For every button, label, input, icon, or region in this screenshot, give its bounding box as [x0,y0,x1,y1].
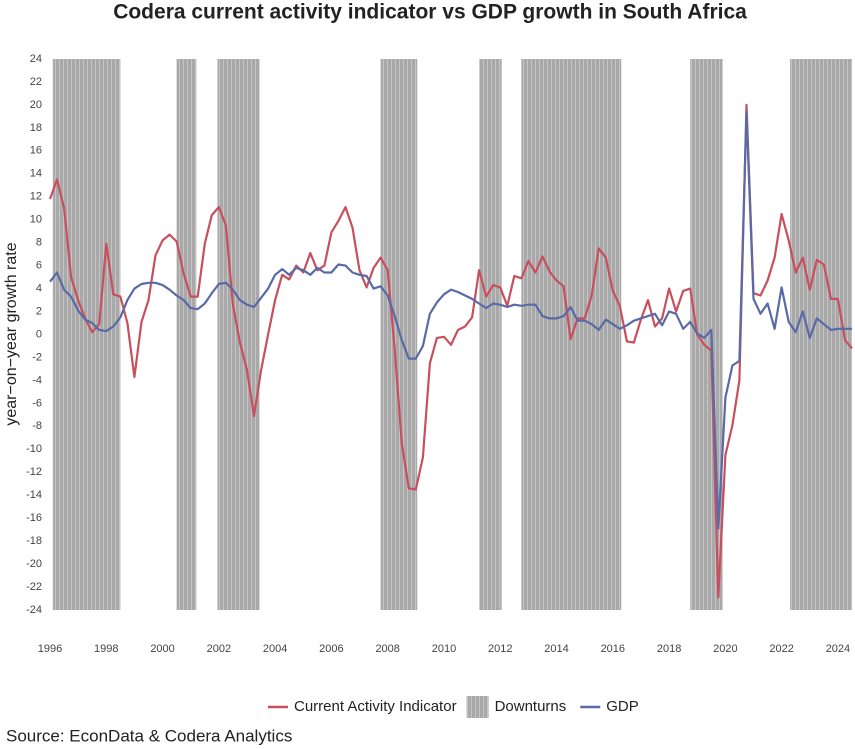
x-tick-label: 2018 [657,643,681,655]
y-tick-label: -2 [32,351,42,363]
y-tick-label: 20 [30,99,42,111]
y-tick-label: -10 [26,443,42,455]
x-tick-label: 2022 [769,643,793,655]
y-tick-label: 18 [30,122,42,134]
y-tick-label: 10 [30,214,42,226]
x-tick-label: 2004 [263,643,287,655]
downturn-band [176,59,197,610]
y-tick-label: -16 [26,512,42,524]
downturn-band [380,59,418,610]
y-tick-label: 16 [30,145,42,157]
legend-label: Current Activity Indicator [294,698,457,715]
y-tick-label: -20 [26,558,42,570]
y-tick-label: 12 [30,191,42,203]
x-tick-label: 2000 [150,643,174,655]
y-tick-label: 6 [36,260,42,272]
line-series [49,110,852,530]
legend-label: Downturns [495,698,567,715]
x-tick-label: 2010 [432,643,456,655]
y-tick-label: -14 [26,489,42,501]
line-series [48,103,853,599]
legend: Current Activity Indicator Downturns GDP [268,696,639,718]
downturn-band [52,59,121,610]
y-tick-label: 4 [36,282,42,294]
y-tick-label: 14 [30,168,42,180]
x-tick-label: 2024 [826,643,850,655]
x-tick-label: 1996 [38,643,62,655]
y-axis-label: year−on−year growth rate [3,242,20,425]
y-tick-label: 24 [30,53,42,65]
source: Source: EconData & Codera Analytics [6,726,292,745]
y-tick-label: -22 [26,581,42,593]
downturn-band [790,59,852,610]
plot-area [48,59,853,610]
y-tick-label: -6 [32,397,42,409]
y-tick-label: -4 [32,374,42,386]
x-tick-label: 2020 [713,643,737,655]
y-tick-label: -18 [26,535,42,547]
legend-label: GDP [606,698,639,715]
x-tick-label: 1998 [94,643,118,655]
chart-title: Codera current activity indicator vs GDP… [113,1,747,24]
y-tick-label: 2 [36,305,42,317]
y-tick-label: -8 [32,420,42,432]
x-tick-label: 2014 [544,643,568,655]
x-tick-label: 2002 [207,643,231,655]
y-tick-label: -24 [26,604,42,616]
y-tick-label: -12 [26,466,42,478]
x-tick-label: 2006 [319,643,343,655]
x-tick-label: 2016 [601,643,625,655]
y-tick-label: 22 [30,76,42,88]
downturn-band [479,59,502,610]
y-tick-label: 8 [36,237,42,249]
legend-swatch [466,696,489,718]
y-tick-label: 0 [36,328,42,340]
x-tick-label: 2012 [488,643,512,655]
x-tick-label: 2008 [375,643,399,655]
